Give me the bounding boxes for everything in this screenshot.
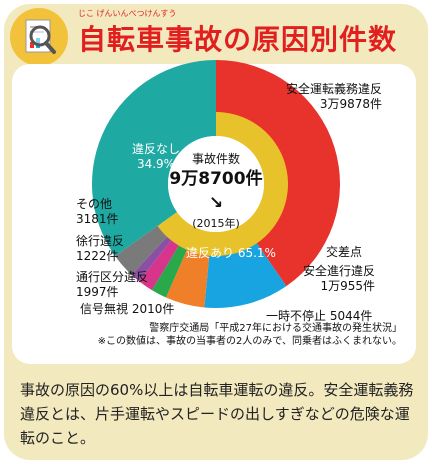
source-line-1: 警察庁交通局「平成27年における交通事故の発生状況」: [149, 323, 402, 334]
center-summary: 事故件数 9万8700件 ↘ (2015年): [163, 150, 269, 231]
center-label: 事故件数: [191, 152, 240, 166]
label-safety-duty: 安全運転義務違反 3万9878件: [286, 82, 383, 111]
label-signal: 信号無視 2010件: [80, 302, 175, 316]
label-stop: 一時不停止 5044件: [266, 309, 373, 323]
title-furigana: じこ げんいんべつけんすう: [78, 9, 177, 18]
slice-no-violation-inner: [143, 112, 216, 226]
slice-signal: [151, 242, 189, 298]
donut-center: [168, 136, 264, 232]
explanation-text: 事故の原因の60%以上は自転車運転の違反。安全運転義務違反とは、片手運転やスピー…: [20, 381, 414, 447]
title-row: じこ げんいんべつけんすう 自転車事故の原因別件数: [10, 8, 420, 66]
label-intersection: 交差点: [326, 245, 363, 259]
source-line-2: ※この数値は、事故の当事者の2人のみで、同乗者はふくまれない。: [97, 336, 402, 347]
report-magnifier-icon: [10, 8, 68, 66]
slice-no-violation-outer: [92, 60, 216, 257]
source-note: 警察庁交通局「平成27年における交通事故の発生状況」 ※この数値は、事故の当事者…: [22, 322, 402, 348]
center-total: 9万8700件: [169, 169, 263, 189]
center-year: (2015年): [192, 217, 240, 230]
label-no-violation: 違反なし 34.9%: [131, 142, 180, 171]
slice-safe-progress: [204, 240, 287, 308]
slice-violation-inner: [157, 112, 288, 257]
label-violation: 違反あり 65.1%: [186, 246, 276, 260]
trend-arrow-icon: ↘: [208, 193, 224, 213]
label-lane: 通行区分違反 1997件: [76, 270, 149, 299]
slice-lane: [138, 237, 181, 291]
slice-other: [115, 223, 170, 275]
page-title: 自転車事故の原因別件数: [78, 23, 398, 56]
slice-safety-duty: [216, 60, 340, 287]
label-other: その他 3181件: [76, 197, 119, 226]
label-slow: 徐行違反 1222件: [76, 234, 125, 263]
slice-slow: [131, 233, 174, 282]
label-safe-progress: 安全進行違反 1万955件: [303, 264, 376, 293]
slice-stop: [165, 246, 210, 308]
